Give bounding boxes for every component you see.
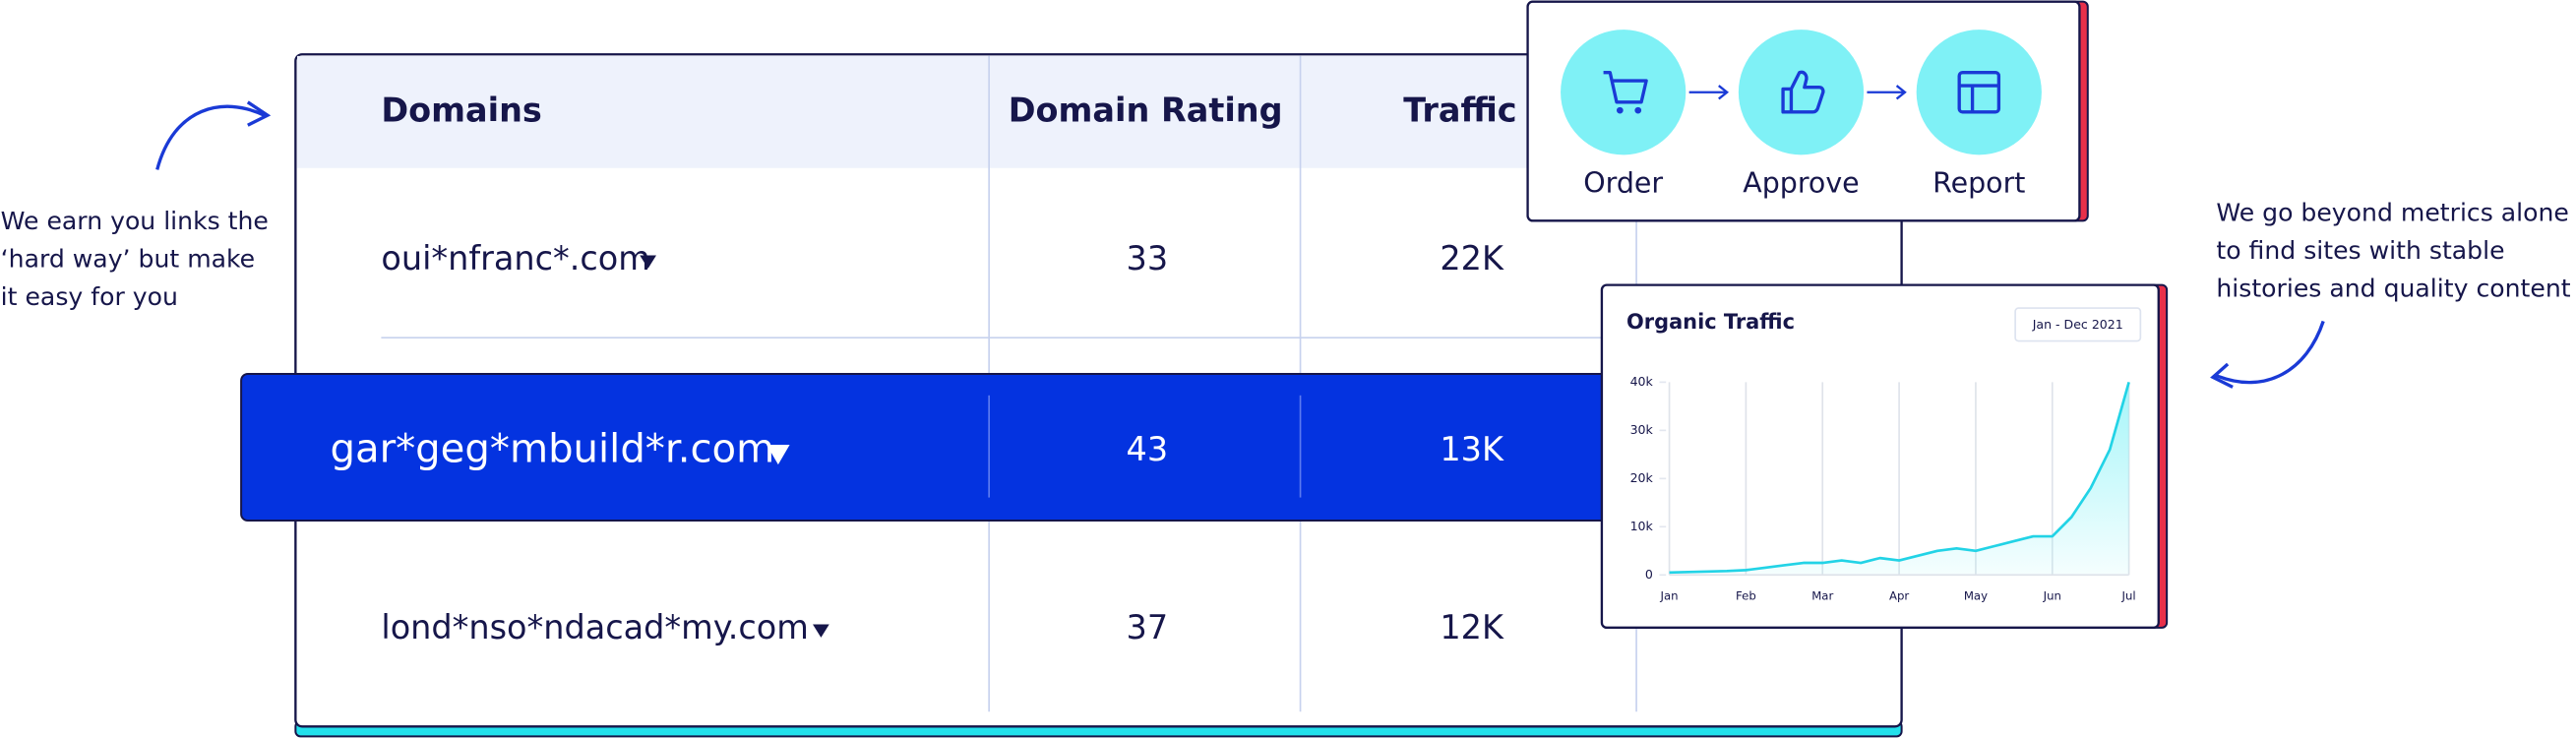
column-header: Domain Rating	[1009, 91, 1283, 129]
traffic: 13K	[1440, 430, 1504, 468]
note-line: We go beyond metrics alone	[2216, 199, 2569, 227]
step-icon-bg	[1738, 30, 1865, 155]
cart-icon	[1634, 106, 1642, 114]
dropdown-caret[interactable]	[767, 445, 790, 465]
arrow-head	[246, 100, 272, 127]
curved-arrow	[155, 104, 266, 170]
traffic: 12K	[1440, 608, 1504, 646]
column-header: Domains	[381, 91, 541, 129]
x-tick-label: May	[1964, 589, 1988, 603]
cart-icon	[1616, 106, 1624, 114]
traffic-line	[1669, 382, 2130, 575]
x-tick-label: Mar	[1811, 589, 1833, 603]
cart-icon	[1603, 70, 1648, 104]
arrow-head	[2210, 362, 2234, 389]
note-line: ‘hard way’ but make	[1, 245, 255, 274]
y-tick-label: 0	[1645, 567, 1653, 582]
domain-rating: 37	[1127, 608, 1169, 646]
step-arrow	[1867, 85, 1907, 100]
domain-name: gar*geg*mbuild*r.com	[331, 427, 775, 472]
domain-rating: 33	[1127, 239, 1169, 277]
note-line: histories and quality content	[2216, 275, 2570, 303]
y-tick-label: 30k	[1630, 422, 1654, 437]
step-arrow	[1688, 85, 1730, 100]
step-icon-bg	[1916, 30, 2042, 155]
traffic-chart-card: Organic Traffic Jan - Dec 2021 0 10k 20k 30…	[1600, 283, 2169, 630]
note-line: to find sites with stable	[2216, 236, 2504, 265]
thumbs-up-icon	[1781, 70, 1825, 114]
step-label: Report	[1932, 166, 2025, 199]
step-label: Order	[1583, 166, 1663, 199]
x-tick-label: Feb	[1736, 589, 1756, 603]
date-range-button[interactable]	[2014, 307, 2142, 342]
workflow-card: Order Approve Report	[1526, 0, 2089, 222]
date-range-label: Jan - Dec 2021	[2032, 317, 2123, 332]
domain-rating: 43	[1127, 430, 1169, 468]
report-icon	[1959, 84, 1999, 112]
domain-name: oui*nfranc*.com	[381, 239, 649, 277]
x-tick-label: Jun	[2043, 589, 2061, 603]
dropdown-caret	[813, 624, 829, 638]
column-header: Traffic	[1403, 91, 1516, 129]
dropdown-caret	[640, 255, 656, 269]
note-line: We earn you links the	[1, 207, 269, 235]
step-label: Approve	[1743, 166, 1859, 199]
x-tick-label: Jul	[2121, 589, 2136, 603]
report-icon	[1957, 70, 2001, 114]
x-tick-label: Jan	[1660, 589, 1679, 603]
step-icon-bg	[1561, 30, 1687, 155]
domain-name: lond*nso*ndacad*my.com	[381, 608, 808, 646]
y-tick-label: 20k	[1630, 470, 1654, 485]
note-line: it easy for you	[1, 282, 178, 311]
traffic: 22K	[1440, 239, 1504, 277]
y-tick-label: 40k	[1630, 374, 1654, 389]
curved-arrow	[2215, 320, 2325, 385]
x-tick-label: Apr	[1889, 589, 1909, 603]
chart-title: Organic Traffic	[1626, 310, 1795, 334]
y-tick-label: 10k	[1630, 519, 1654, 533]
traffic-area	[1669, 382, 2129, 576]
